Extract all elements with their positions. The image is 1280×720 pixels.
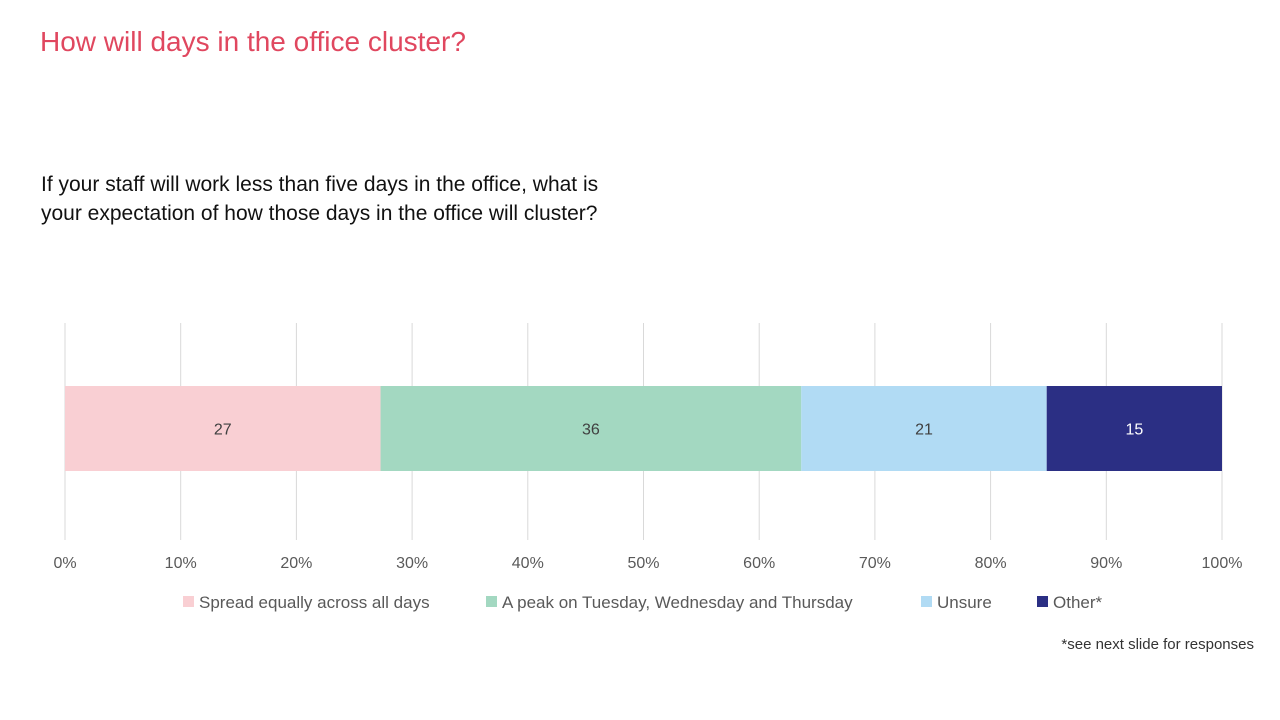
x-tick-label: 60% [743, 555, 775, 572]
legend-label: Other* [1053, 593, 1103, 612]
legend-label: A peak on Tuesday, Wednesday and Thursda… [502, 593, 853, 612]
legend-label: Spread equally across all days [199, 593, 430, 612]
bar-segment [1046, 386, 1222, 471]
bar-segment [65, 386, 381, 471]
data-label: 36 [582, 422, 600, 439]
bar-segment [801, 386, 1047, 471]
x-tick-label: 20% [280, 555, 312, 572]
legend-swatch [183, 596, 194, 607]
legend-label: Unsure [937, 593, 992, 612]
bar-segments [65, 386, 1222, 471]
x-tick-label: 80% [975, 555, 1007, 572]
x-tick-label: 40% [512, 555, 544, 572]
data-label: 27 [214, 422, 232, 439]
legend-swatch [486, 596, 497, 607]
x-axis-ticks: 0% 10% 20% 30% 40% 50% 60% 70% 80% 90% 100% [53, 555, 1242, 572]
x-tick-label: 10% [165, 555, 197, 572]
x-tick-label: 30% [396, 555, 428, 572]
legend: Spread equally across all days A peak on … [183, 593, 1103, 612]
data-labels: 27 36 21 15 [214, 422, 1143, 439]
data-label: 21 [915, 422, 933, 439]
survey-question: If your staff will work less than five d… [41, 173, 599, 225]
data-label: 15 [1125, 422, 1143, 439]
x-tick-label: 100% [1202, 555, 1243, 572]
bar-segment [380, 386, 802, 471]
x-tick-label: 90% [1090, 555, 1122, 572]
legend-swatch [921, 596, 932, 607]
footnote: *see next slide for responses [1061, 636, 1254, 653]
legend-swatch [1037, 596, 1048, 607]
x-tick-label: 0% [53, 555, 76, 572]
page-title: How will days in the office cluster? [40, 26, 466, 57]
x-tick-label: 70% [859, 555, 891, 572]
x-tick-label: 50% [627, 555, 659, 572]
